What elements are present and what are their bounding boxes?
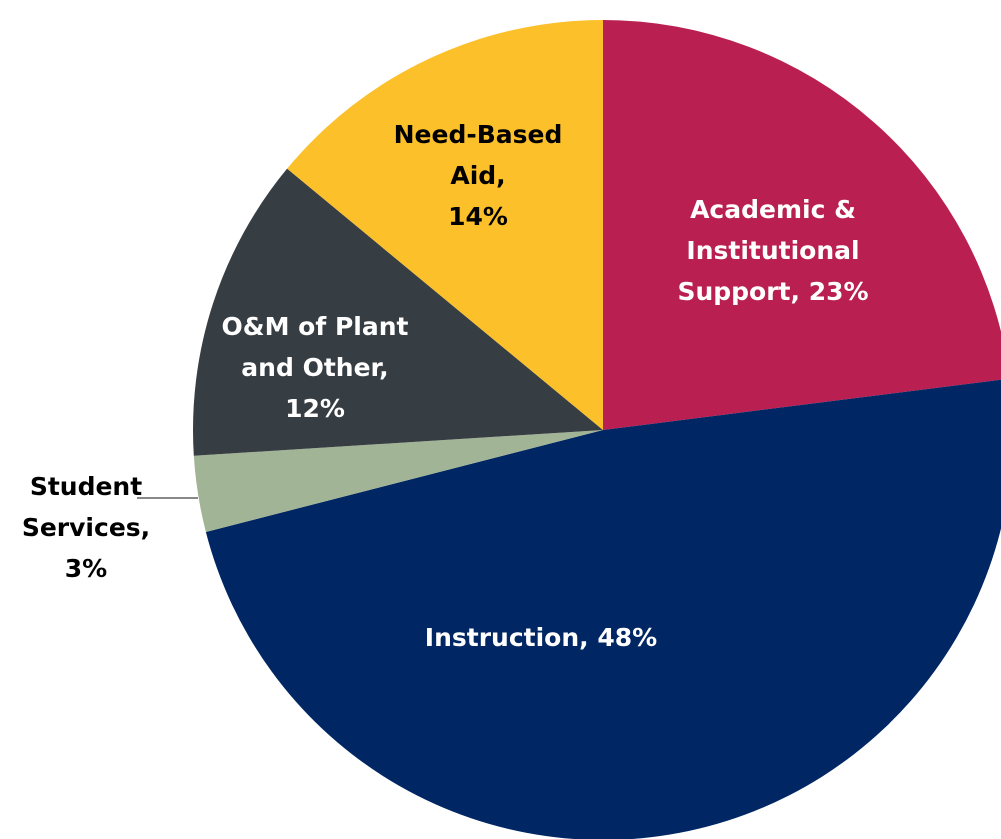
slice-label-line: and Other, bbox=[241, 353, 388, 382]
slice-label-line: Student bbox=[30, 472, 142, 501]
pie-slice-o-m-of-plant-and-other bbox=[193, 168, 603, 456]
pie-slice-need-based-aid bbox=[287, 20, 603, 430]
slice-label-line: Aid, bbox=[450, 161, 505, 190]
slice-label-line: Institutional bbox=[686, 236, 859, 265]
slice-label-line: Academic & bbox=[690, 195, 856, 224]
pie-slices bbox=[193, 20, 1001, 839]
slice-label-academic-institutional-support: Academic & Institutional Support, 23% bbox=[677, 195, 868, 306]
slice-label-line: Services, bbox=[22, 513, 150, 542]
pie-slice-student-services bbox=[193, 430, 603, 532]
slice-label-line: O&M of Plant bbox=[222, 312, 409, 341]
slice-label-line: 3% bbox=[65, 554, 107, 583]
slice-label-line: Instruction, 48% bbox=[425, 623, 657, 652]
slice-label-line: 12% bbox=[285, 394, 345, 423]
slice-label-line: 14% bbox=[448, 202, 508, 231]
slice-label-instruction: Instruction, 48% bbox=[425, 623, 657, 652]
pie-slice-academic-institutional-support bbox=[603, 20, 1001, 430]
slice-label-need-based-aid: Need-Based Aid, 14% bbox=[394, 120, 563, 231]
slice-label-o-m-of-plant-and-other: O&M of Plant and Other, 12% bbox=[222, 312, 409, 423]
pie-slice-instruction bbox=[205, 379, 1001, 839]
slice-label-student-services: Student Services, 3% bbox=[22, 472, 150, 583]
slice-label-line: Need-Based bbox=[394, 120, 563, 149]
slice-label-line: Support, 23% bbox=[677, 277, 868, 306]
slice-labels: Academic & Institutional Support, 23% Instr… bbox=[22, 120, 869, 652]
